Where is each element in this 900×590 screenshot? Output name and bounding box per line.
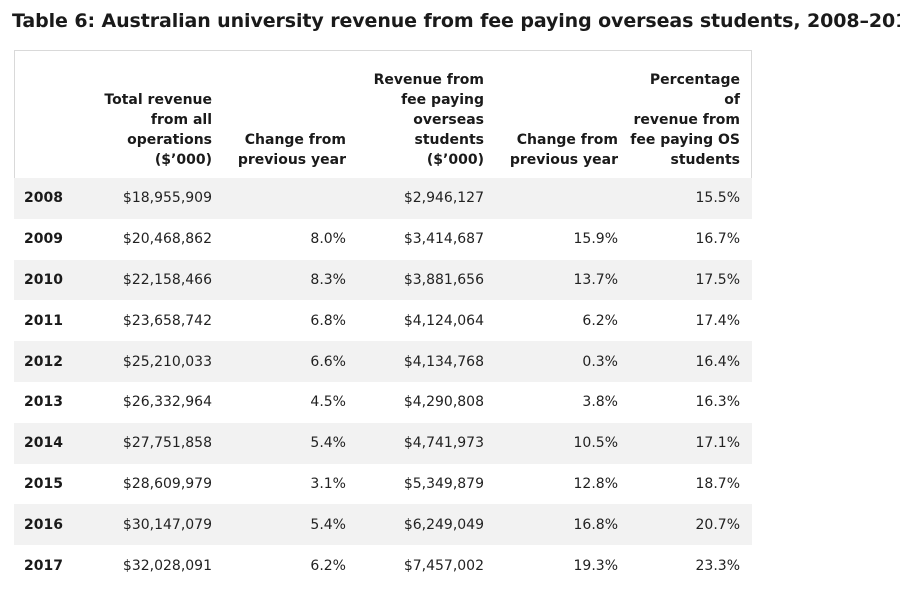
- cell-year: 2016: [14, 504, 84, 546]
- table-row: 2016 $30,147,079 5.4% $6,249,049 16.8% 20.7%: [14, 504, 752, 546]
- cell-change-os: 10.5%: [496, 422, 630, 464]
- table-row: 2008 $18,955,909 $2,946,127 15.5%: [14, 178, 752, 219]
- cell-change-total: 4.5%: [224, 381, 358, 423]
- cell-year: 2011: [14, 300, 84, 342]
- cell-total-revenue: $27,751,858: [84, 422, 224, 464]
- table-row: 2017 $32,028,091 6.2% $7,457,002 19.3% 23.3%: [14, 545, 752, 586]
- cell-change-os: 13.7%: [496, 259, 630, 301]
- cell-percentage: 17.1%: [630, 422, 752, 464]
- cell-year: 2013: [14, 381, 84, 423]
- cell-year: 2015: [14, 463, 84, 505]
- table-row: 2015 $28,609,979 3.1% $5,349,879 12.8% 18.7%: [14, 463, 752, 505]
- cell-year: 2014: [14, 422, 84, 464]
- cell-percentage: 16.4%: [630, 341, 752, 382]
- cell-change-os: 3.8%: [496, 381, 630, 423]
- cell-total-revenue: $20,468,862: [84, 218, 224, 260]
- cell-total-revenue: $22,158,466: [84, 259, 224, 301]
- cell-change-os: 19.3%: [496, 545, 630, 586]
- cell-percentage: 17.4%: [630, 300, 752, 342]
- cell-os-revenue: $6,249,049: [358, 504, 496, 546]
- cell-change-total: 6.6%: [224, 341, 358, 382]
- cell-os-revenue: $4,134,768: [358, 341, 496, 382]
- cell-total-revenue: $28,609,979: [84, 463, 224, 505]
- header-year: [14, 50, 84, 178]
- cell-year: 2012: [14, 341, 84, 382]
- cell-year: 2010: [14, 259, 84, 301]
- table-row: 2009 $20,468,862 8.0% $3,414,687 15.9% 16.7%: [14, 218, 752, 260]
- table-row: 2014 $27,751,858 5.4% $4,741,973 10.5% 17.1%: [14, 422, 752, 464]
- cell-change-os: 6.2%: [496, 300, 630, 342]
- cell-total-revenue: $25,210,033: [84, 341, 224, 382]
- cell-change-total: 5.4%: [224, 504, 358, 546]
- cell-percentage: 23.3%: [630, 545, 752, 586]
- cell-total-revenue: $23,658,742: [84, 300, 224, 342]
- revenue-table: Total revenue from all operations ($’000…: [14, 50, 752, 586]
- cell-change-total: [224, 178, 358, 219]
- header-total-revenue: Total revenue from all operations ($’000…: [104, 92, 212, 168]
- table-row: 2012 $25,210,033 6.6% $4,134,768 0.3% 16.4%: [14, 341, 752, 382]
- cell-percentage: 16.3%: [630, 381, 752, 423]
- cell-change-total: 5.4%: [224, 422, 358, 464]
- cell-os-revenue: $4,124,064: [358, 300, 496, 342]
- table-row: 2011 $23,658,742 6.8% $4,124,064 6.2% 17.4%: [14, 300, 752, 342]
- cell-change-total: 6.8%: [224, 300, 358, 342]
- cell-total-revenue: $26,332,964: [84, 381, 224, 423]
- cell-change-os: 15.9%: [496, 218, 630, 260]
- header-os-revenue: Revenue from fee paying overseas student…: [373, 72, 484, 168]
- cell-year: 2008: [14, 178, 84, 219]
- revenue-table-frame: Total revenue from all operations ($’000…: [14, 50, 752, 586]
- cell-total-revenue: $32,028,091: [84, 545, 224, 586]
- cell-percentage: 15.5%: [630, 178, 752, 219]
- cell-change-total: 8.3%: [224, 259, 358, 301]
- cell-os-revenue: $4,290,808: [358, 381, 496, 423]
- cell-change-os: 16.8%: [496, 504, 630, 546]
- cell-os-revenue: $5,349,879: [358, 463, 496, 505]
- cell-change-total: 6.2%: [224, 545, 358, 586]
- header-change-os: Change from previous year: [509, 132, 618, 168]
- cell-year: 2017: [14, 545, 84, 586]
- cell-change-os: [496, 178, 630, 219]
- cell-total-revenue: $30,147,079: [84, 504, 224, 546]
- cell-os-revenue: $3,881,656: [358, 259, 496, 301]
- cell-year: 2009: [14, 218, 84, 260]
- cell-total-revenue: $18,955,909: [84, 178, 224, 219]
- cell-os-revenue: $3,414,687: [358, 218, 496, 260]
- cell-percentage: 16.7%: [630, 218, 752, 260]
- cell-percentage: 17.5%: [630, 259, 752, 301]
- cell-change-total: 8.0%: [224, 218, 358, 260]
- cell-os-revenue: $2,946,127: [358, 178, 496, 219]
- header-percentage: Percentage of revenue from fee paying OS…: [630, 72, 740, 168]
- page-title: Table 6: Australian university revenue f…: [12, 10, 900, 32]
- cell-percentage: 18.7%: [630, 463, 752, 505]
- cell-change-os: 0.3%: [496, 341, 630, 382]
- cell-os-revenue: $7,457,002: [358, 545, 496, 586]
- cell-os-revenue: $4,741,973: [358, 422, 496, 464]
- table-row: 2010 $22,158,466 8.3% $3,881,656 13.7% 17.5%: [14, 259, 752, 301]
- table-row: 2013 $26,332,964 4.5% $4,290,808 3.8% 16.3%: [14, 381, 752, 423]
- table-header-row: Total revenue from all operations ($’000…: [14, 50, 752, 178]
- header-change-total: Change from previous year: [237, 132, 346, 168]
- cell-change-total: 3.1%: [224, 463, 358, 505]
- cell-percentage: 20.7%: [630, 504, 752, 546]
- cell-change-os: 12.8%: [496, 463, 630, 505]
